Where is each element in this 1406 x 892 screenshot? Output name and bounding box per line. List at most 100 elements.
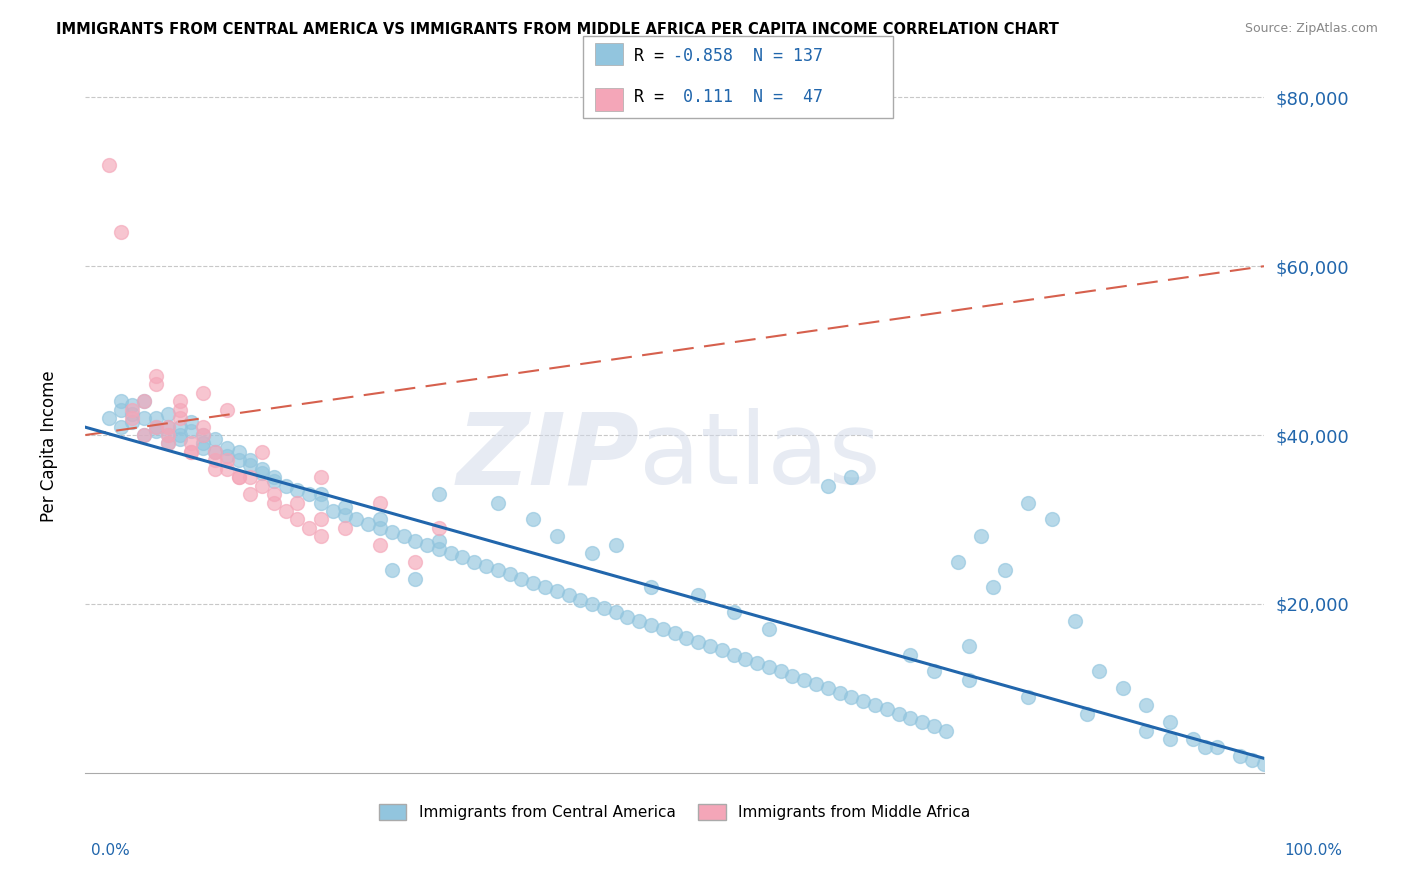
- Point: [180, 445, 202, 459]
- Point: [191, 428, 214, 442]
- Point: [204, 445, 226, 459]
- Point: [534, 580, 557, 594]
- Point: [427, 533, 450, 548]
- Point: [333, 521, 356, 535]
- Point: [898, 711, 921, 725]
- Point: [121, 411, 143, 425]
- Point: [228, 470, 250, 484]
- Point: [699, 639, 721, 653]
- Point: [215, 402, 238, 417]
- Point: [180, 436, 202, 450]
- Point: [121, 399, 143, 413]
- Point: [263, 495, 285, 509]
- Text: 100.0%: 100.0%: [1285, 843, 1343, 858]
- Legend: Immigrants from Central America, Immigrants from Middle Africa: Immigrants from Central America, Immigra…: [373, 797, 977, 826]
- Point: [368, 495, 391, 509]
- Point: [416, 538, 439, 552]
- Point: [309, 487, 332, 501]
- Point: [121, 416, 143, 430]
- Point: [723, 648, 745, 662]
- Point: [852, 694, 875, 708]
- Point: [876, 702, 898, 716]
- Point: [204, 445, 226, 459]
- Point: [204, 453, 226, 467]
- Point: [381, 563, 404, 577]
- Point: [180, 416, 202, 430]
- Text: 0.0%: 0.0%: [91, 843, 131, 858]
- Point: [734, 652, 756, 666]
- Point: [1076, 706, 1098, 721]
- Point: [169, 419, 191, 434]
- Point: [145, 411, 167, 425]
- Point: [322, 504, 344, 518]
- Point: [841, 470, 863, 484]
- Point: [169, 402, 191, 417]
- Text: 0.111  N =  47: 0.111 N = 47: [673, 87, 824, 106]
- Point: [922, 719, 945, 733]
- Point: [946, 555, 969, 569]
- Point: [110, 402, 132, 417]
- Point: [1040, 512, 1063, 526]
- Point: [723, 605, 745, 619]
- Point: [263, 487, 285, 501]
- Point: [204, 432, 226, 446]
- Point: [309, 470, 332, 484]
- Point: [463, 555, 485, 569]
- Point: [228, 470, 250, 484]
- Point: [427, 521, 450, 535]
- Point: [1017, 495, 1039, 509]
- Point: [664, 626, 686, 640]
- Point: [1159, 715, 1181, 730]
- Point: [404, 572, 426, 586]
- Point: [828, 685, 851, 699]
- Point: [898, 648, 921, 662]
- Point: [392, 529, 415, 543]
- Point: [817, 479, 839, 493]
- Point: [1064, 614, 1087, 628]
- Point: [957, 639, 980, 653]
- Point: [1205, 740, 1227, 755]
- Point: [287, 483, 309, 497]
- Point: [180, 424, 202, 438]
- Point: [1135, 698, 1157, 713]
- Point: [651, 622, 673, 636]
- Text: R =: R =: [634, 87, 673, 106]
- Point: [546, 584, 568, 599]
- Point: [145, 419, 167, 434]
- Point: [546, 529, 568, 543]
- Point: [769, 665, 792, 679]
- Point: [263, 475, 285, 489]
- Point: [970, 529, 993, 543]
- Point: [239, 458, 262, 472]
- Point: [368, 521, 391, 535]
- Point: [357, 516, 380, 531]
- Point: [758, 622, 780, 636]
- Point: [569, 592, 592, 607]
- Point: [486, 495, 509, 509]
- Point: [156, 419, 179, 434]
- Point: [1111, 681, 1133, 696]
- Point: [368, 512, 391, 526]
- Point: [134, 394, 156, 409]
- Point: [935, 723, 957, 738]
- Point: [145, 377, 167, 392]
- Point: [191, 385, 214, 400]
- Point: [191, 419, 214, 434]
- Point: [981, 580, 1004, 594]
- Point: [134, 394, 156, 409]
- Point: [863, 698, 886, 713]
- Point: [180, 445, 202, 459]
- Point: [510, 572, 533, 586]
- Point: [841, 690, 863, 704]
- Point: [156, 419, 179, 434]
- Point: [922, 665, 945, 679]
- Point: [215, 453, 238, 467]
- Point: [156, 436, 179, 450]
- Text: -0.858  N = 137: -0.858 N = 137: [673, 46, 824, 65]
- Point: [263, 470, 285, 484]
- Point: [134, 428, 156, 442]
- Point: [440, 546, 463, 560]
- Point: [957, 673, 980, 687]
- Point: [274, 504, 297, 518]
- Point: [250, 466, 273, 480]
